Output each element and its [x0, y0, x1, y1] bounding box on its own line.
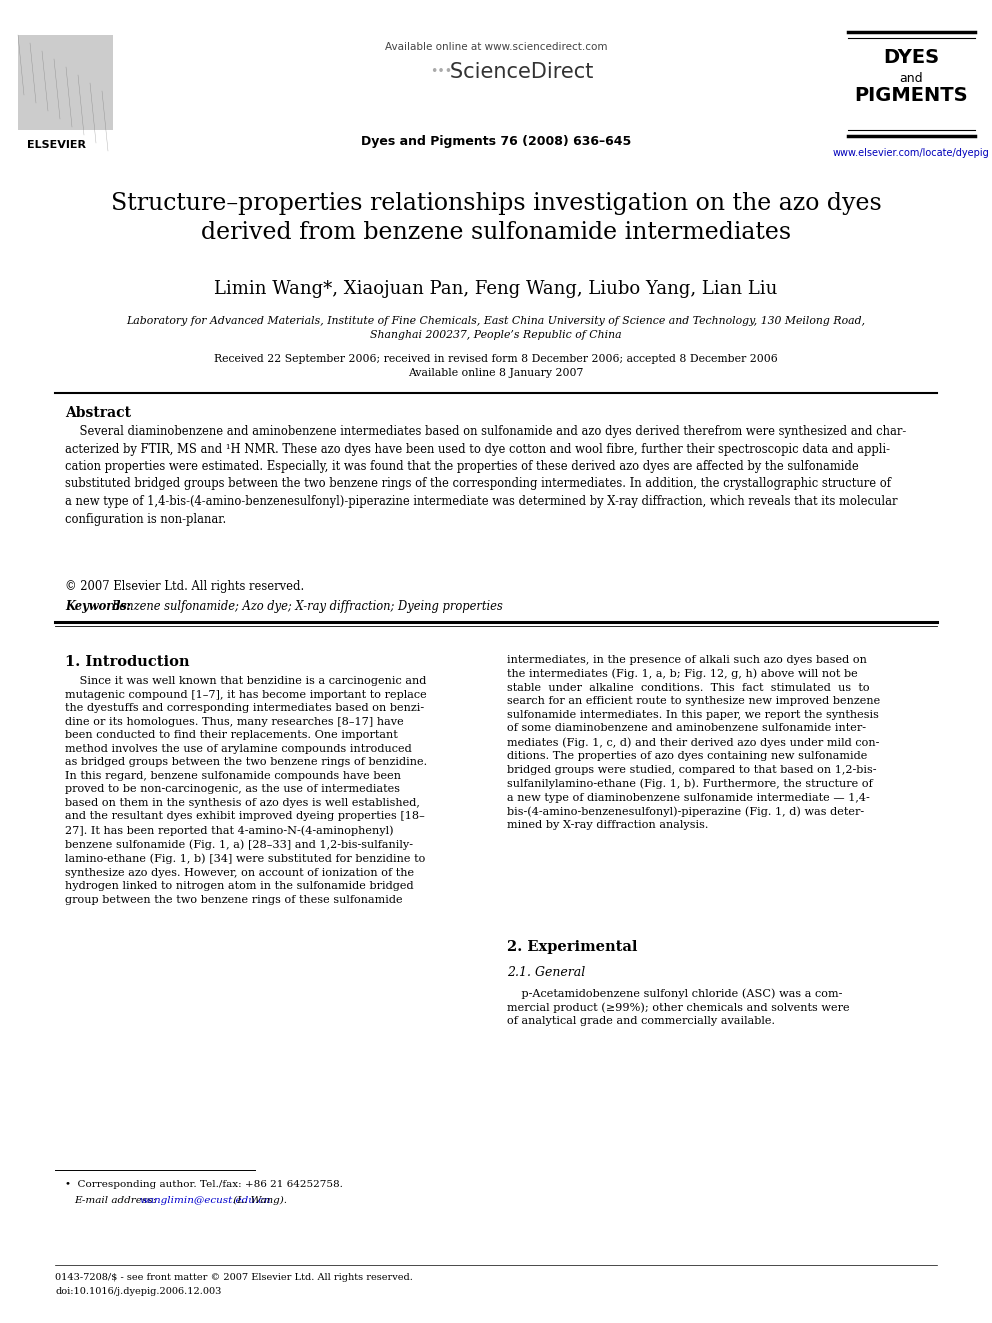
Text: Dyes and Pigments 76 (2008) 636–645: Dyes and Pigments 76 (2008) 636–645 — [361, 135, 631, 148]
Text: intermediates, in the presence of alkali such azo dyes based on
the intermediate: intermediates, in the presence of alkali… — [507, 655, 880, 831]
Bar — [18, 34, 113, 130]
Text: 2.1. General: 2.1. General — [507, 966, 585, 979]
Text: Benzene sulfonamide; Azo dye; X-ray diffraction; Dyeing properties: Benzene sulfonamide; Azo dye; X-ray diff… — [111, 601, 503, 613]
Text: •  Corresponding author. Tel./fax: +86 21 64252758.: • Corresponding author. Tel./fax: +86 21… — [65, 1180, 343, 1189]
Text: Received 22 September 2006; received in revised form 8 December 2006; accepted 8: Received 22 September 2006; received in … — [214, 355, 778, 364]
Text: E-mail address:: E-mail address: — [74, 1196, 160, 1205]
Text: doi:10.1016/j.dyepig.2006.12.003: doi:10.1016/j.dyepig.2006.12.003 — [55, 1287, 221, 1297]
Text: Several diaminobenzene and aminobenzene intermediates based on sulfonamide and a: Several diaminobenzene and aminobenzene … — [65, 425, 907, 525]
Text: 1. Introduction: 1. Introduction — [65, 655, 189, 669]
Text: •••: ••• — [430, 65, 452, 78]
Text: DYES: DYES — [883, 48, 939, 67]
Text: and: and — [899, 71, 923, 85]
Text: 2. Experimental: 2. Experimental — [507, 941, 638, 954]
Text: Available online 8 January 2007: Available online 8 January 2007 — [409, 368, 583, 378]
Text: Laboratory for Advanced Materials, Institute of Fine Chemicals, East China Unive: Laboratory for Advanced Materials, Insti… — [126, 316, 866, 325]
Text: Available online at www.sciencedirect.com: Available online at www.sciencedirect.co… — [385, 42, 607, 52]
Text: ELSEVIER: ELSEVIER — [28, 140, 86, 149]
Text: (L. Wang).: (L. Wang). — [230, 1196, 287, 1205]
Text: wanglimin@ecust.edu.cn: wanglimin@ecust.edu.cn — [140, 1196, 271, 1205]
Text: www.elsevier.com/locate/dyepig: www.elsevier.com/locate/dyepig — [832, 148, 989, 157]
Text: Since it was well known that benzidine is a carcinogenic and
mutagenic compound : Since it was well known that benzidine i… — [65, 676, 428, 905]
Text: PIGMENTS: PIGMENTS — [854, 86, 968, 105]
Text: Abstract: Abstract — [65, 406, 131, 419]
Text: p-Acetamidobenzene sulfonyl chloride (ASC) was a com-
mercial product (≥99%); ot: p-Acetamidobenzene sulfonyl chloride (AS… — [507, 988, 849, 1027]
Text: Limin Wang*, Xiaojuan Pan, Feng Wang, Liubo Yang, Lian Liu: Limin Wang*, Xiaojuan Pan, Feng Wang, Li… — [214, 280, 778, 298]
Text: Shanghai 200237, People’s Republic of China: Shanghai 200237, People’s Republic of Ch… — [370, 329, 622, 340]
Text: 0143-7208/$ - see front matter © 2007 Elsevier Ltd. All rights reserved.: 0143-7208/$ - see front matter © 2007 El… — [55, 1273, 413, 1282]
Text: © 2007 Elsevier Ltd. All rights reserved.: © 2007 Elsevier Ltd. All rights reserved… — [65, 579, 305, 593]
Text: ScienceDirect: ScienceDirect — [430, 62, 593, 82]
Text: Keywords:: Keywords: — [65, 601, 135, 613]
Text: Structure–properties relationships investigation on the azo dyes
derived from be: Structure–properties relationships inves… — [111, 192, 881, 245]
